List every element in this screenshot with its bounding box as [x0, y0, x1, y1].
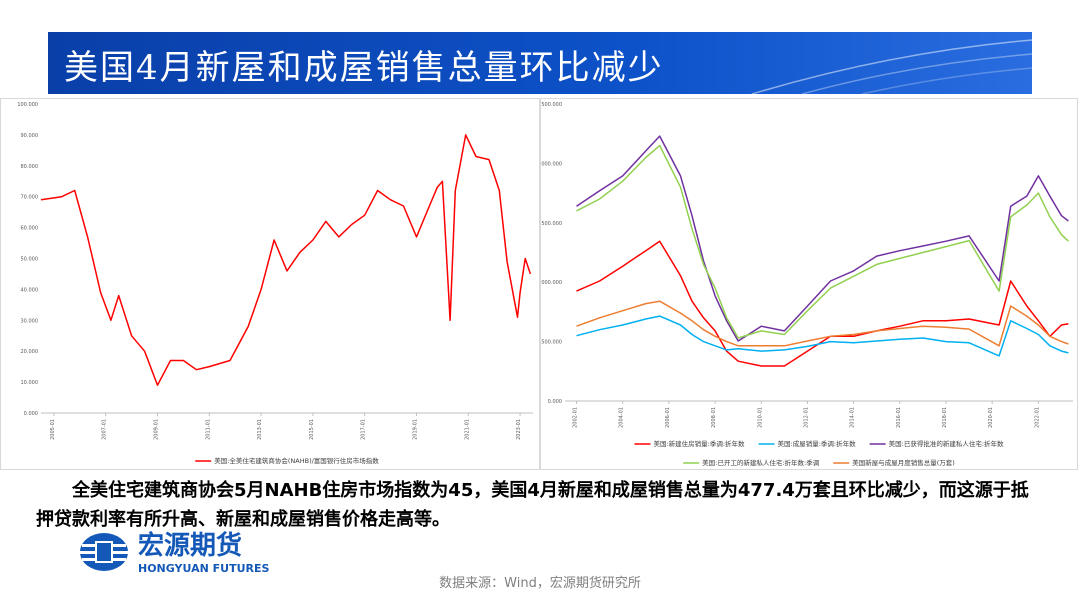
y-tick-label: 40.000 — [21, 287, 39, 293]
legend-label: 美国:新建住房销量:季调:折年数 — [653, 439, 745, 448]
legend-label: 美国:成屋销量:季调:折年数 — [778, 439, 857, 448]
x-tick-label: 2004-01 — [619, 407, 625, 428]
y-tick-label: 2000.000 — [541, 161, 562, 167]
legend-item: 美国:已开工的新建私人住宅:折年数:季调 — [683, 458, 819, 467]
series-line — [576, 240, 1069, 367]
logo-cn: 宏源期货 — [138, 530, 242, 561]
y-tick-label: 2500.000 — [541, 102, 562, 108]
series-line — [576, 144, 1069, 339]
y-tick-label: 1500.000 — [541, 221, 562, 227]
x-tick-label: 2002-01 — [573, 407, 579, 428]
y-tick-label: 10.000 — [21, 380, 39, 386]
body-text: 全美住宅建筑商协会5月NAHB住房市场指数为45，美国4月新屋和成屋销售总量为4… — [36, 480, 1029, 530]
chart-panel: 0.000 10.000 20.000 30.000 40.000 50.000 60.00… — [0, 98, 540, 470]
x-tick-label: 2006-01 — [665, 407, 671, 428]
y-tick-label: 0.000 — [548, 399, 562, 405]
y-tick-label: 1000.000 — [541, 280, 562, 286]
legend-item: 美国新屋与成屋月度销售总量(万套) — [833, 458, 955, 467]
x-tick-label: 2015-01 — [309, 419, 315, 440]
legend-label: 美国新屋与成屋月度销售总量(万套) — [852, 458, 955, 467]
x-tick-label: 2005-01 — [50, 419, 56, 440]
legend-item: 美国:已获得批准的新建私人住宅:折年数 — [869, 439, 1004, 448]
legend-item: 美国:成屋销量:季调:折年数 — [758, 439, 857, 448]
x-tick-label: 2010-01 — [757, 407, 763, 428]
slide-title: 美国4月新屋和成屋销售总量环比减少 — [64, 48, 664, 88]
x-tick-label: 2007-01 — [102, 419, 108, 440]
series-line — [40, 134, 532, 386]
x-tick-label: 2009-01 — [154, 419, 160, 440]
legend-label: 美国:全美住宅建筑商协会(NAHB)/富国银行住房市场指数 — [214, 456, 379, 465]
y-tick-label: 100.000 — [17, 102, 38, 108]
chart: 0.000 500.000 1000.000 1500.000 2000.000 2500… — [538, 102, 1073, 467]
y-tick-label: 90.000 — [21, 133, 39, 139]
chart-panel: 0.000 500.000 1000.000 1500.000 2000.000 2500… — [538, 98, 1078, 470]
y-tick-label: 30.000 — [21, 318, 39, 324]
x-tick-label: 2011-01 — [205, 419, 211, 440]
y-tick-label: 50.000 — [21, 257, 39, 263]
banner-decoration — [751, 39, 1032, 94]
x-tick-label: 2020-01 — [988, 407, 994, 428]
y-tick-label: 0.000 — [24, 411, 38, 417]
logo-en: HONGYUAN FUTURES — [138, 562, 270, 575]
series-line — [576, 135, 1069, 342]
x-tick-label: 2012-01 — [803, 407, 809, 428]
x-tick-label: 2013-01 — [257, 419, 263, 440]
series-line — [576, 300, 1069, 347]
x-tick-label: 2014-01 — [850, 407, 856, 428]
source-note: 数据来源：Wind，宏源期货研究所 — [439, 576, 641, 591]
x-tick-label: 2023-01 — [516, 419, 522, 440]
x-tick-label: 2019-01 — [412, 419, 418, 440]
legend-label: 美国:已开工的新建私人住宅:折年数:季调 — [702, 458, 819, 467]
title-banner: 美国4月新屋和成屋销售总量环比减少 — [48, 32, 1032, 94]
y-tick-label: 70.000 — [21, 195, 39, 201]
series-line — [576, 315, 1069, 357]
chart: 0.000 10.000 20.000 30.000 40.000 50.000 60.00… — [17, 102, 533, 465]
legend-item: 美国:新建住房销量:季调:折年数 — [634, 439, 745, 448]
x-tick-label: 2018-01 — [942, 407, 948, 428]
logo: 宏源期货 HONGYUAN FUTURES — [80, 530, 270, 575]
legend-label: 美国:已获得批准的新建私人住宅:折年数 — [889, 439, 1004, 448]
y-tick-label: 500.000 — [541, 340, 562, 346]
x-tick-label: 2008-01 — [711, 407, 717, 428]
x-tick-label: 2022-01 — [1034, 407, 1040, 428]
y-tick-label: 80.000 — [21, 164, 39, 170]
x-tick-label: 2021-01 — [464, 419, 470, 440]
x-tick-label: 2017-01 — [361, 419, 367, 440]
y-tick-label: 20.000 — [21, 349, 39, 355]
y-tick-label: 60.000 — [21, 226, 39, 232]
x-tick-label: 2016-01 — [896, 407, 902, 428]
legend-item: 美国:全美住宅建筑商协会(NAHB)/富国银行住房市场指数 — [195, 456, 379, 465]
